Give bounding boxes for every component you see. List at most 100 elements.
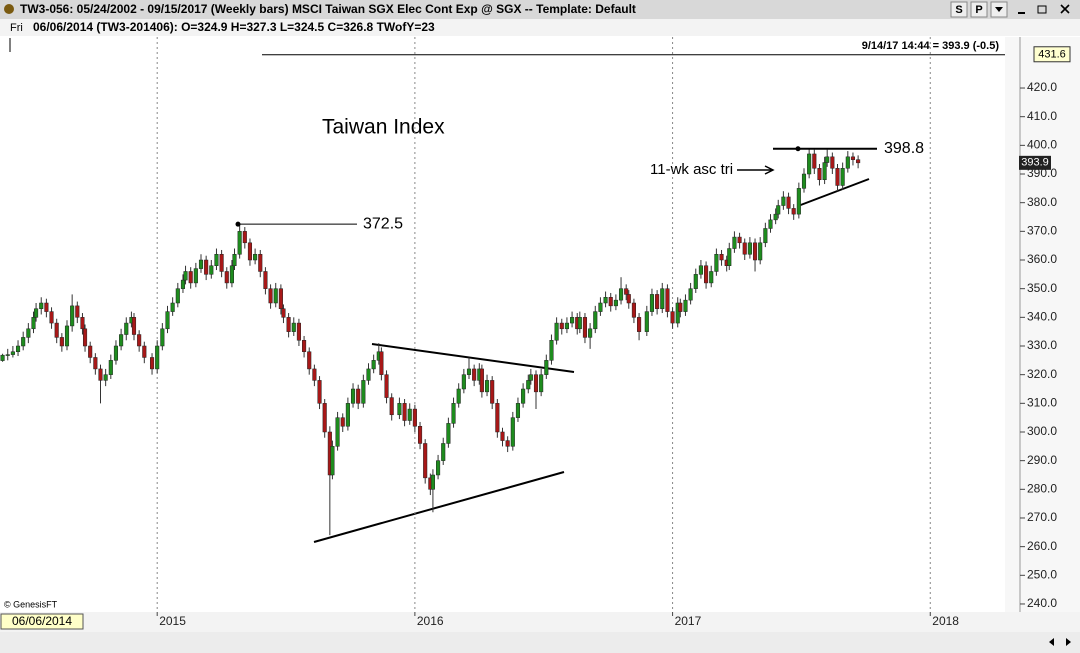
y-tick-label: 370.0 <box>1027 224 1057 238</box>
candle-body <box>34 308 39 318</box>
scrollbar[interactable] <box>0 632 1080 653</box>
y-tick-label: 380.0 <box>1027 195 1057 209</box>
candle-body <box>451 403 456 424</box>
candle-body <box>626 294 631 304</box>
candle-body <box>237 231 242 255</box>
candle-body <box>193 268 198 284</box>
button[interactable] <box>970 1 988 18</box>
candle-body <box>188 271 193 284</box>
maximize[interactable] <box>1037 5 1047 14</box>
candle-body <box>812 153 817 169</box>
candle-body <box>436 460 441 476</box>
candle-body <box>361 380 366 404</box>
candle-body <box>758 242 763 261</box>
candle-body <box>268 288 273 304</box>
candle-body <box>446 423 451 444</box>
candle-body <box>204 259 209 275</box>
y-tick-label: 360.0 <box>1027 252 1057 266</box>
candle-body <box>219 254 224 272</box>
button-label[interactable]: P <box>975 4 982 16</box>
trend-line <box>371 343 575 373</box>
candle-body <box>593 311 598 330</box>
candle-body <box>384 374 389 398</box>
candle-body <box>70 305 75 327</box>
candle-body <box>709 271 714 284</box>
candle-body <box>165 311 170 330</box>
candle-body <box>356 388 361 404</box>
candle-body <box>554 322 559 341</box>
candle-body <box>490 380 495 404</box>
candle-body <box>423 443 428 479</box>
candle-body <box>155 345 160 370</box>
candle-body <box>389 397 394 416</box>
trend-line <box>313 471 565 543</box>
candle-body <box>763 228 768 244</box>
close[interactable] <box>1060 4 1070 14</box>
candle-body <box>296 322 301 341</box>
candle-body <box>835 168 840 186</box>
button-label[interactable]: S <box>955 4 962 16</box>
candle-body <box>170 302 175 312</box>
candle-body <box>582 317 588 338</box>
title-bar <box>0 0 1080 19</box>
candle-body <box>441 443 446 461</box>
candle-body <box>59 337 64 347</box>
candle-body <box>533 374 539 393</box>
candle-body <box>840 168 845 186</box>
candle-body <box>258 254 263 272</box>
down-arrow <box>995 7 1003 12</box>
candle-body <box>549 340 554 361</box>
candle-body <box>637 317 642 332</box>
candle-body <box>495 403 500 433</box>
info-text: 06/06/2014 (TW3-201406): O=324.9 H=327.3… <box>33 20 435 34</box>
candle-body <box>472 368 477 381</box>
price-tag-label: 393.9 <box>1021 157 1049 169</box>
candle-body <box>856 159 861 164</box>
annotation-arrow <box>737 165 775 175</box>
chart-title: Taiwan Index <box>322 116 445 139</box>
info-day: Fri <box>10 22 23 34</box>
candle-body <box>10 351 15 355</box>
candle-body <box>456 388 461 404</box>
candle-body <box>322 403 327 433</box>
candle-body <box>644 311 649 332</box>
candle-body <box>624 288 629 295</box>
candle-body <box>39 302 44 309</box>
candle-body <box>175 288 180 304</box>
candle-body <box>131 317 137 335</box>
candle-body <box>402 403 407 421</box>
candle-body <box>479 368 484 393</box>
candle-body <box>98 368 103 381</box>
candle-body <box>655 294 660 309</box>
candle-body <box>466 368 472 375</box>
candle-body <box>312 368 317 381</box>
candle-body <box>93 357 98 370</box>
candle-body <box>80 317 85 330</box>
x-tick-label: 2017 <box>675 614 702 628</box>
candle-body <box>345 403 350 427</box>
candle-body <box>397 403 402 416</box>
y-tick-label: 310.0 <box>1027 395 1057 409</box>
button[interactable] <box>950 1 968 18</box>
candle-body <box>5 354 10 356</box>
price-tag <box>1033 46 1071 63</box>
candle-body <box>88 345 93 358</box>
candle-body <box>704 265 709 284</box>
copyright: © GenesisFT <box>4 599 58 609</box>
candle-body <box>850 156 856 160</box>
trend-line <box>797 178 870 207</box>
scroll-left[interactable] <box>1049 638 1054 646</box>
scroll-right[interactable] <box>1066 638 1071 646</box>
candle-body <box>281 308 286 318</box>
candle-body <box>149 357 155 370</box>
candle-body <box>613 299 618 307</box>
last-quote: 9/14/17 14:44 = 393.9 (-0.5) <box>862 40 1000 52</box>
candle-body <box>747 242 752 255</box>
candle-body <box>160 328 165 347</box>
candle-body <box>559 322 564 330</box>
candle-body <box>407 408 412 421</box>
x-tick-label: 2015 <box>159 614 186 628</box>
y-tick-label: 320.0 <box>1027 367 1057 381</box>
